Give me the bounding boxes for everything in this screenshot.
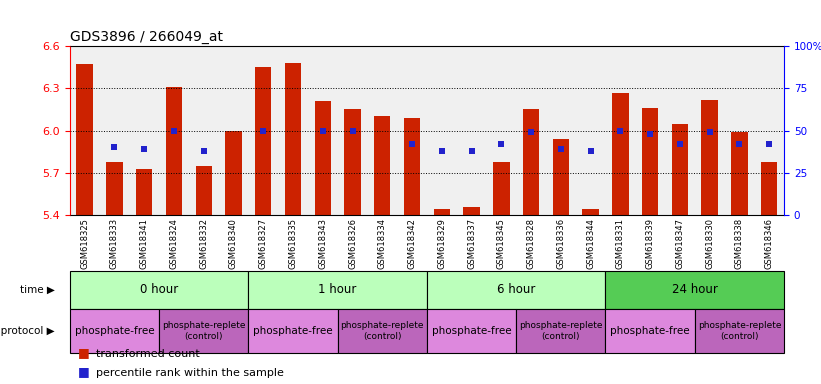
Text: phosphate-replete
(control): phosphate-replete (control): [519, 321, 603, 341]
Text: phosphate-replete
(control): phosphate-replete (control): [698, 321, 781, 341]
Text: phosphate-free: phosphate-free: [253, 326, 333, 336]
Text: growth protocol ▶: growth protocol ▶: [0, 326, 55, 336]
Bar: [523, 109, 539, 215]
Text: ■: ■: [78, 346, 89, 359]
Bar: [732, 132, 748, 215]
Bar: [701, 99, 718, 215]
Text: 6 hour: 6 hour: [497, 283, 535, 296]
Bar: [695, 309, 784, 353]
Bar: [374, 116, 391, 215]
Bar: [606, 309, 695, 353]
Text: transformed count: transformed count: [96, 349, 200, 359]
Bar: [314, 101, 331, 215]
Bar: [493, 162, 510, 215]
Bar: [70, 271, 248, 309]
Bar: [76, 65, 93, 215]
Text: phosphate-replete
(control): phosphate-replete (control): [341, 321, 424, 341]
Bar: [159, 309, 248, 353]
Bar: [255, 67, 272, 215]
Bar: [344, 109, 360, 215]
Text: ■: ■: [78, 365, 89, 378]
Text: time ▶: time ▶: [20, 285, 55, 295]
Bar: [672, 124, 688, 215]
Bar: [612, 93, 629, 215]
Text: GDS3896 / 266049_at: GDS3896 / 266049_at: [70, 30, 222, 44]
Bar: [642, 108, 658, 215]
Bar: [106, 162, 122, 215]
Bar: [248, 309, 337, 353]
Bar: [166, 87, 182, 215]
Text: phosphate-free: phosphate-free: [610, 326, 690, 336]
Text: 24 hour: 24 hour: [672, 283, 718, 296]
Bar: [606, 271, 784, 309]
Bar: [761, 162, 777, 215]
Bar: [582, 209, 599, 215]
Text: 0 hour: 0 hour: [140, 283, 178, 296]
Bar: [553, 139, 569, 215]
Text: phosphate-free: phosphate-free: [432, 326, 511, 336]
Bar: [337, 309, 427, 353]
Bar: [463, 207, 479, 215]
Bar: [427, 309, 516, 353]
Text: percentile rank within the sample: percentile rank within the sample: [96, 368, 284, 378]
Bar: [248, 271, 427, 309]
Bar: [70, 309, 159, 353]
Bar: [433, 209, 450, 215]
Bar: [136, 169, 153, 215]
Bar: [285, 63, 301, 215]
Bar: [516, 309, 606, 353]
Text: phosphate-replete
(control): phosphate-replete (control): [162, 321, 245, 341]
Bar: [195, 166, 212, 215]
Bar: [225, 131, 241, 215]
Text: phosphate-free: phosphate-free: [75, 326, 154, 336]
Bar: [404, 118, 420, 215]
Text: 1 hour: 1 hour: [319, 283, 357, 296]
Bar: [427, 271, 606, 309]
